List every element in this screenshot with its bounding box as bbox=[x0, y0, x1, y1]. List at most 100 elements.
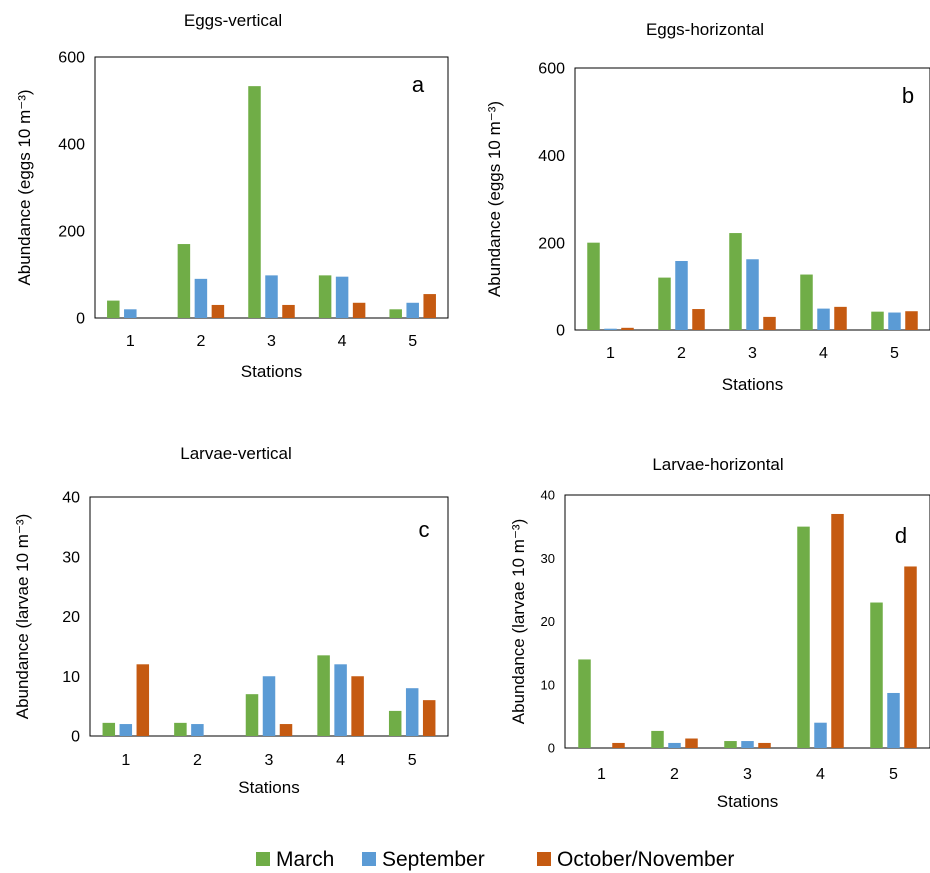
bar-march-station-4 bbox=[797, 526, 810, 748]
bar-octobernovember-station-3 bbox=[758, 742, 771, 748]
legend-swatch bbox=[537, 852, 551, 866]
bar-march-station-2 bbox=[174, 722, 187, 736]
x-tick-label: 4 bbox=[336, 752, 345, 769]
x-axis-title: Stations bbox=[241, 362, 302, 381]
chart-title: Larvae-vertical bbox=[180, 444, 292, 463]
bar-september-station-5 bbox=[887, 692, 900, 748]
bar-march-station-4 bbox=[318, 275, 332, 318]
bar-octobernovember-station-3 bbox=[279, 724, 293, 736]
x-tick-label: 2 bbox=[677, 345, 686, 362]
bar-september-station-1 bbox=[124, 309, 137, 318]
bar-octobernovember-station-4 bbox=[831, 513, 844, 748]
panel-label: c bbox=[419, 517, 430, 542]
x-tick-label: 5 bbox=[408, 333, 417, 350]
legend: March September October/November bbox=[256, 848, 734, 871]
bar-september-station-2 bbox=[191, 724, 204, 736]
bar-september-station-5 bbox=[405, 688, 419, 736]
bar-september-station-5 bbox=[406, 302, 419, 318]
bar-march-station-2 bbox=[177, 244, 191, 318]
bar-march-station-5 bbox=[871, 311, 884, 330]
panel-label: d bbox=[895, 523, 907, 548]
y-axis-title: Abundance (eggs 10 m⁻³) bbox=[485, 101, 504, 297]
x-tick-label: 1 bbox=[121, 752, 130, 769]
y-tick-label: 0 bbox=[548, 741, 555, 756]
bar-march-station-2 bbox=[658, 277, 671, 330]
bar-september-station-4 bbox=[814, 722, 827, 748]
x-tick-label: 2 bbox=[196, 333, 205, 350]
x-tick-label: 1 bbox=[597, 766, 606, 783]
y-tick-label: 600 bbox=[58, 50, 85, 67]
x-tick-label: 1 bbox=[126, 333, 135, 350]
x-tick-label: 3 bbox=[743, 766, 752, 783]
bar-march-station-5 bbox=[388, 710, 402, 736]
chart-panel-d: Larvae-horizontal 0 10 20 30 40 Abundance (lar… bbox=[509, 455, 930, 811]
bar-september-station-1 bbox=[604, 328, 617, 330]
y-axis-title: Abundance (larvae 10 m⁻³) bbox=[13, 514, 32, 720]
x-tick-label: 3 bbox=[265, 752, 274, 769]
x-tick-label: 4 bbox=[816, 766, 825, 783]
y-tick-label: 0 bbox=[76, 311, 85, 328]
x-axis-title: Stations bbox=[717, 792, 778, 811]
bar-september-station-3 bbox=[265, 275, 278, 318]
bar-octobernovember-station-4 bbox=[834, 306, 847, 330]
x-tick-label: 5 bbox=[889, 766, 898, 783]
x-tick-label: 4 bbox=[819, 345, 828, 362]
y-tick-label: 0 bbox=[556, 323, 565, 340]
chart-panel-b: Eggs-horizontal 0 200 400 600 Abundance (eggs… bbox=[485, 20, 930, 394]
bar-march-station-3 bbox=[729, 233, 742, 330]
y-tick-label: 10 bbox=[541, 677, 555, 692]
bar-march-station-1 bbox=[107, 300, 120, 318]
y-tick-label: 200 bbox=[58, 224, 85, 241]
bar-octobernovember-station-1 bbox=[612, 742, 625, 748]
x-axis-title: Stations bbox=[238, 778, 299, 797]
bar-march-station-4 bbox=[317, 655, 330, 736]
bar-september-station-2 bbox=[675, 261, 688, 330]
bar-octobernovember-station-5 bbox=[422, 700, 436, 736]
x-tick-label: 3 bbox=[748, 345, 757, 362]
y-tick-label: 10 bbox=[62, 669, 80, 686]
chart-title: Eggs-vertical bbox=[184, 11, 282, 30]
y-tick-label: 20 bbox=[541, 614, 555, 629]
y-tick-label: 20 bbox=[62, 609, 80, 626]
chart-title: Larvae-horizontal bbox=[652, 455, 783, 474]
chart-panel-c: Larvae-vertical 0 10 20 30 40 Abundance (larva… bbox=[13, 444, 449, 797]
y-tick-label: 40 bbox=[62, 490, 80, 507]
y-tick-label: 30 bbox=[541, 551, 555, 566]
bar-march-station-5 bbox=[870, 602, 883, 748]
y-tick-label: 200 bbox=[538, 235, 565, 252]
legend-label: October/November bbox=[557, 848, 734, 871]
bar-octobernovember-station-4 bbox=[352, 302, 366, 318]
x-tick-label: 3 bbox=[267, 333, 276, 350]
bar-march-station-3 bbox=[724, 741, 737, 748]
x-tick-label: 2 bbox=[670, 766, 679, 783]
bar-octobernovember-station-2 bbox=[692, 309, 705, 330]
y-tick-label: 0 bbox=[71, 729, 80, 746]
bar-september-station-4 bbox=[335, 276, 349, 318]
bar-september-station-5 bbox=[888, 312, 901, 330]
bar-octobernovember-station-4 bbox=[351, 676, 364, 736]
panel-label: b bbox=[902, 83, 914, 108]
bar-march-station-5 bbox=[389, 309, 402, 318]
legend-swatch bbox=[256, 852, 270, 866]
bar-march-station-3 bbox=[248, 86, 261, 319]
legend-label: March bbox=[276, 848, 334, 871]
bar-octobernovember-station-3 bbox=[763, 316, 776, 330]
panel-label: a bbox=[412, 72, 425, 97]
bar-march-station-2 bbox=[651, 730, 664, 748]
bar-octobernovember-station-2 bbox=[211, 304, 225, 318]
bar-september-station-3 bbox=[746, 259, 759, 330]
y-tick-label: 400 bbox=[538, 148, 565, 165]
bar-september-station-1 bbox=[119, 724, 133, 736]
bar-octobernovember-station-2 bbox=[685, 738, 698, 748]
bar-september-station-4 bbox=[817, 308, 830, 330]
bar-march-station-1 bbox=[578, 659, 591, 748]
x-tick-label: 5 bbox=[408, 752, 417, 769]
y-tick-label: 600 bbox=[538, 61, 565, 78]
chart-title: Eggs-horizontal bbox=[646, 20, 764, 39]
bar-octobernovember-station-1 bbox=[136, 664, 150, 736]
y-axis-title: Abundance (eggs 10 m⁻³) bbox=[15, 89, 34, 285]
bar-octobernovember-station-5 bbox=[423, 294, 436, 318]
bar-september-station-3 bbox=[262, 676, 276, 736]
chart-panel-a: Eggs-vertical 0 200 400 600 Abundance (eggs 1… bbox=[15, 11, 449, 381]
